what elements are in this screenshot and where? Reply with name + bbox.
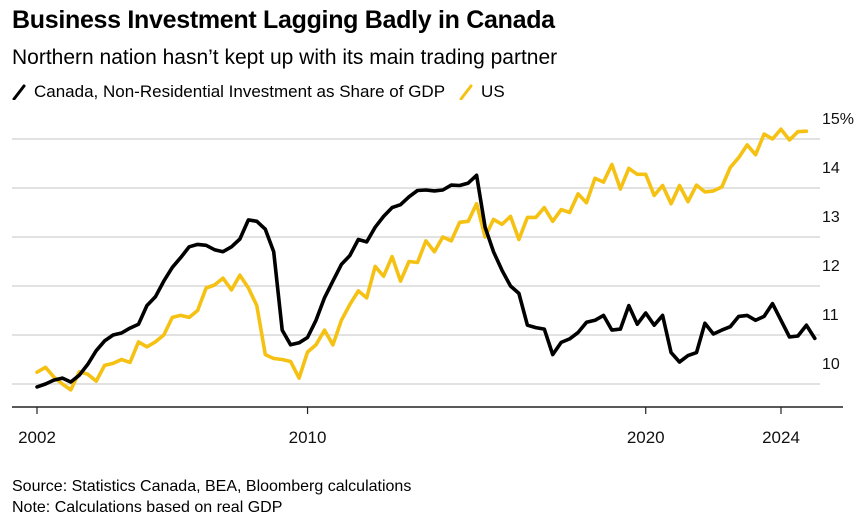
- y-tick-label: 12: [822, 258, 840, 275]
- x-tick-label: 2002: [18, 428, 56, 447]
- legend-swatch-us: [459, 84, 473, 100]
- legend-item-canada: Canada, Non-Residential Investment as Sh…: [12, 82, 445, 102]
- series-line-canada: [35, 173, 817, 389]
- chart-title: Business Investment Lagging Badly in Can…: [12, 6, 555, 34]
- x-tick-label: 2024: [762, 428, 800, 447]
- y-tick-label: 11: [822, 307, 839, 324]
- series-lines: [35, 127, 817, 392]
- y-tick-labels: 10 11 12 13 14 15%: [822, 111, 854, 373]
- y-tick-label: 15%: [822, 111, 854, 128]
- gridlines: [12, 138, 820, 385]
- y-tick-label: 10: [822, 356, 840, 373]
- x-tick-label: 2010: [289, 428, 327, 447]
- y-tick-label: 14: [822, 160, 840, 177]
- series-line-us: [35, 127, 809, 392]
- x-tick-label: 2020: [627, 428, 665, 447]
- legend-item-us: US: [459, 82, 505, 102]
- source-note: Source: Statistics Canada, BEA, Bloomber…: [12, 478, 412, 495]
- chart-subtitle: Northern nation hasn’t kept up with its …: [12, 46, 558, 69]
- legend: Canada, Non-Residential Investment as Sh…: [12, 82, 519, 102]
- legend-label-canada: Canada, Non-Residential Investment as Sh…: [34, 82, 446, 101]
- legend-swatch-canada: [12, 84, 26, 100]
- legend-label-us: US: [481, 82, 505, 101]
- footnote: Note: Calculations based on real GDP: [12, 499, 283, 516]
- y-tick-label: 13: [822, 209, 840, 226]
- x-ticks: 2002 2010 2020 2024: [18, 407, 800, 447]
